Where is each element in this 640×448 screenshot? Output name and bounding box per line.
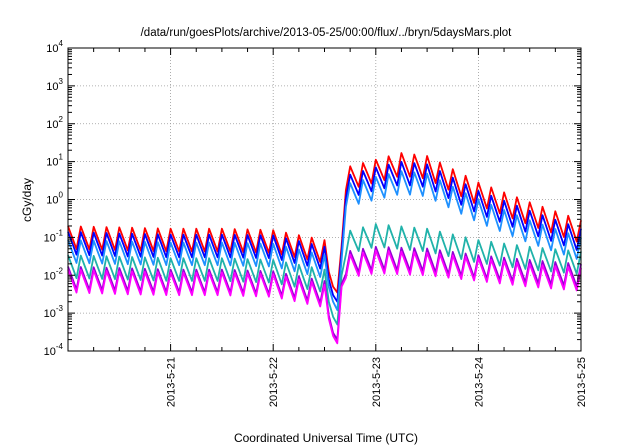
series-group <box>67 152 582 345</box>
plot-frame <box>67 47 582 352</box>
x-tick-label: 2013-5-24 <box>473 357 485 407</box>
chart-title: /data/run/goesPlots/archive/2013-05-25/0… <box>141 27 513 39</box>
x-tick-label: 2013-5-23 <box>371 357 383 407</box>
x-tick-label: 2013-5-21 <box>166 357 178 407</box>
y-axis-ticks: 10-4 10-3 10-2 10-1 100 101 102 103 104 <box>44 39 581 358</box>
y-tick-label: 103 <box>46 77 63 93</box>
y-tick-label: 10-3 <box>44 304 64 320</box>
y-tick-label: 100 <box>46 191 63 207</box>
y-tick-label: 10-2 <box>44 266 64 282</box>
series-line-3 <box>67 170 582 312</box>
y-tick-label: 10-4 <box>44 342 64 358</box>
x-axis-ticks: 2013-5-21 2013-5-22 2013-5-23 2013-5-24 2013… <box>93 48 588 407</box>
series-line-1 <box>67 152 582 294</box>
y-tick-label: 104 <box>46 39 63 55</box>
series-line-4 <box>67 223 582 326</box>
y-tick-label: 10-1 <box>44 228 64 244</box>
y-tick-label: 102 <box>46 115 63 131</box>
x-tick-label: 2013-5-22 <box>268 357 280 407</box>
series-line-6 <box>67 249 582 345</box>
x-axis-label: Coordinated Universal Time (UTC) <box>234 431 418 445</box>
y-axis-label: cGy/day <box>20 178 34 222</box>
grid <box>68 48 582 351</box>
y-tick-label: 101 <box>46 153 63 169</box>
x-tick-label: 2013-5-25 <box>576 357 588 407</box>
series-line-2 <box>67 160 582 303</box>
